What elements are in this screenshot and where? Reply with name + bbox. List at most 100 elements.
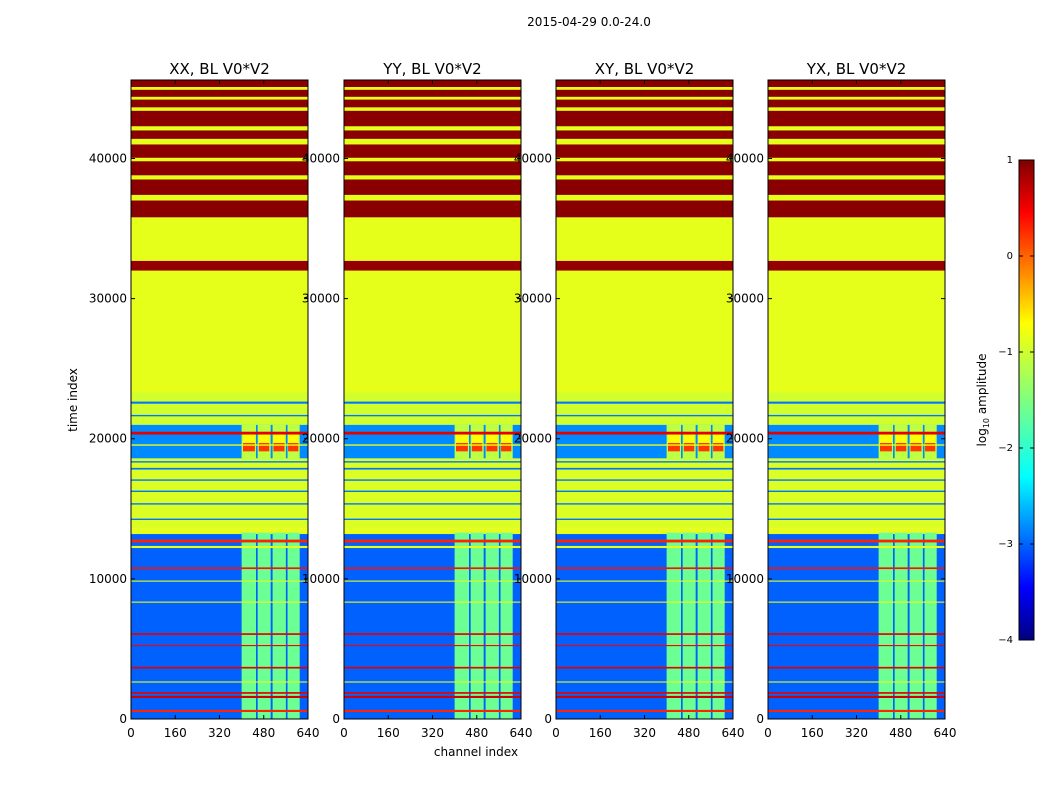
heatmap-hot-spot <box>471 434 483 443</box>
x-tick-label: 0 <box>764 726 772 740</box>
heatmap-stripe <box>768 645 945 647</box>
heatmap-stripe <box>344 444 521 446</box>
heatmap-band <box>131 392 308 425</box>
x-tick-label: 320 <box>421 726 444 740</box>
y-tick-label: 10000 <box>514 572 552 586</box>
heatmap-hot-spot <box>273 434 285 443</box>
heatmap-band <box>556 392 733 425</box>
y-tick-label: 20000 <box>89 432 127 446</box>
heatmap-hot-column <box>287 532 300 719</box>
heatmap-band <box>556 270 733 393</box>
heatmap-hot-spot <box>713 434 724 443</box>
heatmap-stripe <box>344 138 521 145</box>
heatmap-stripe <box>344 461 521 463</box>
heatmap-hot-spot <box>713 442 724 452</box>
heatmap-stripe <box>344 666 521 669</box>
heatmap-hot-spot <box>698 434 710 443</box>
x-tick-label: 480 <box>889 726 912 740</box>
heatmap-hot-spot <box>895 442 907 452</box>
heatmap-stripe <box>768 431 945 435</box>
heatmap-hot-spot <box>456 442 468 452</box>
heatmap-stripe <box>344 107 521 111</box>
heatmap-stripe <box>344 709 521 712</box>
heatmap-band <box>768 217 945 261</box>
heatmap-stripe <box>131 503 308 505</box>
heatmap-band <box>344 528 521 535</box>
y-tick-label: 20000 <box>302 432 340 446</box>
heatmap-stripe <box>556 490 733 492</box>
heatmap-band <box>768 80 945 218</box>
heatmap-hot-column <box>257 532 271 719</box>
x-tick-label: 480 <box>252 726 275 740</box>
heatmap-panel: XX, BL V0*V2 0 160 320 480 640 0 10000 20000 3000… <box>89 60 320 740</box>
heatmap-stripe <box>131 580 308 582</box>
heatmap-band <box>131 458 308 529</box>
heatmap-hot-column <box>485 532 499 719</box>
heatmap-stripe <box>131 633 308 635</box>
heatmap-stripe <box>768 107 945 111</box>
heatmap-hot-column <box>470 532 484 719</box>
heatmap-stripe <box>556 87 733 90</box>
y-tick-label: 40000 <box>302 151 340 165</box>
x-axis-label: channel index <box>434 745 518 759</box>
heatmap-hot-spot <box>243 434 255 443</box>
colorbar-tick-label: −1 <box>998 347 1013 358</box>
heatmap-hot-column <box>272 532 286 719</box>
heatmap-stripe <box>344 539 521 543</box>
heatmap-band <box>556 528 733 535</box>
heatmap-stripe <box>768 681 945 683</box>
x-tick-label: 640 <box>297 726 320 740</box>
heatmap-hot-spot <box>273 442 285 452</box>
heatmap-stripe <box>344 479 521 481</box>
heatmap-band <box>556 217 733 261</box>
heatmap-stripe <box>768 580 945 582</box>
heatmap-stripe <box>556 479 733 481</box>
heatmap-stripe <box>344 601 521 603</box>
heatmap-stripe <box>131 461 308 463</box>
x-tick-label: 0 <box>127 726 135 740</box>
heatmap-stripe <box>131 518 308 521</box>
heatmap-stripe <box>556 107 733 111</box>
heatmap-stripe <box>768 633 945 635</box>
heatmap-hot-spot <box>471 442 483 452</box>
heatmap-stripe <box>556 96 733 100</box>
heatmap-band <box>556 80 733 218</box>
heatmap-stripe <box>131 194 308 201</box>
x-tick-label: 640 <box>934 726 957 740</box>
colorbar-tick-label: −3 <box>998 539 1013 550</box>
heatmap-hot-column <box>924 532 937 719</box>
x-tick-label: 0 <box>340 726 348 740</box>
x-tick-label: 640 <box>510 726 533 740</box>
heatmap-stripe <box>344 401 521 404</box>
heatmap-stripe <box>556 709 733 712</box>
heatmap-hot-column <box>878 532 894 719</box>
colorbar-tick-label: −2 <box>998 443 1013 454</box>
heatmap-stripe <box>344 126 521 131</box>
heatmap-stripe <box>344 692 521 694</box>
heatmap-hot-spot <box>683 442 695 452</box>
colorbar-label-tail: amplitude <box>975 354 989 418</box>
heatmap-stripe <box>556 545 733 549</box>
heatmap-band <box>344 392 521 425</box>
heatmap-stripe <box>556 601 733 603</box>
heatmap-stripe <box>344 633 521 635</box>
heatmap-stripe <box>556 461 733 463</box>
x-tick-label: 480 <box>465 726 488 740</box>
colorbar-tick-label: 0 <box>1007 251 1013 262</box>
heatmap-stripe <box>556 401 733 404</box>
heatmap-stripe <box>556 175 733 180</box>
heatmap-hot-spot <box>668 434 680 443</box>
heatmap-hot-spot <box>258 442 270 452</box>
heatmap-stripe <box>344 567 521 570</box>
heatmap-stripe <box>768 479 945 481</box>
heatmap-hot-spot <box>288 434 299 443</box>
heatmap-stripe <box>556 633 733 635</box>
heatmap-stripe <box>131 545 308 549</box>
heatmap-stripe <box>344 503 521 505</box>
y-tick-label: 10000 <box>302 572 340 586</box>
heatmap-stripe <box>556 157 733 162</box>
heatmap-stripe <box>131 107 308 111</box>
x-tick-label: 320 <box>208 726 231 740</box>
heatmap-stripe <box>344 467 521 470</box>
